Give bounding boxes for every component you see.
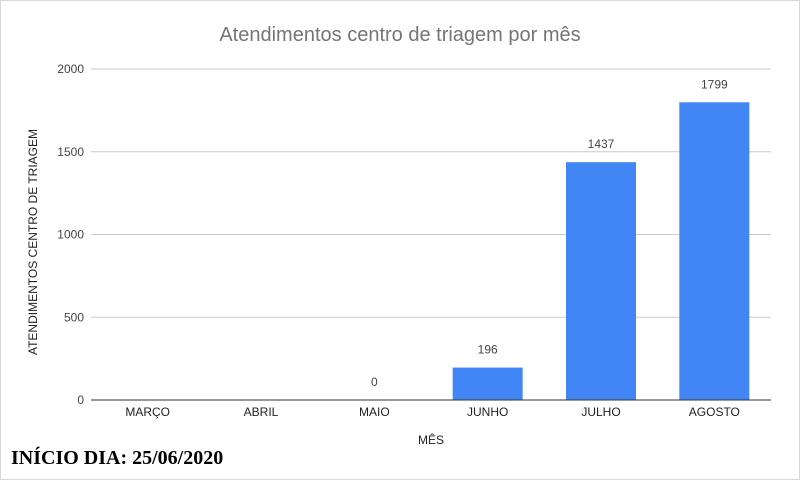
- bar-4: [566, 162, 636, 400]
- start-date-note: INÍCIO DIA: 25/06/2020: [11, 447, 224, 469]
- data-label: 196: [478, 343, 498, 357]
- x-axis-label: MÊS: [417, 433, 444, 447]
- y-tick-label: 1000: [57, 228, 84, 242]
- data-label: 1437: [588, 137, 615, 151]
- bar-3: [452, 367, 523, 400]
- x-tick-label: MAIO: [359, 405, 390, 419]
- x-tick-label: JUNHO: [467, 405, 508, 419]
- y-tick-label: 1500: [57, 145, 84, 159]
- bar-5: [679, 102, 750, 400]
- x-tick-label: AGOSTO: [689, 405, 740, 419]
- data-label: 0: [371, 375, 378, 389]
- chart-title: Atendimentos centro de triagem por mês: [219, 24, 581, 46]
- y-tick-label: 0: [77, 393, 84, 407]
- x-tick-label: JULHO: [581, 405, 620, 419]
- y-tick-label: 500: [64, 310, 84, 324]
- data-label: 1799: [701, 77, 728, 91]
- y-tick-label: 2000: [57, 62, 84, 76]
- x-tick-label: MARÇO: [125, 405, 170, 419]
- x-tick-label: ABRIL: [244, 405, 279, 419]
